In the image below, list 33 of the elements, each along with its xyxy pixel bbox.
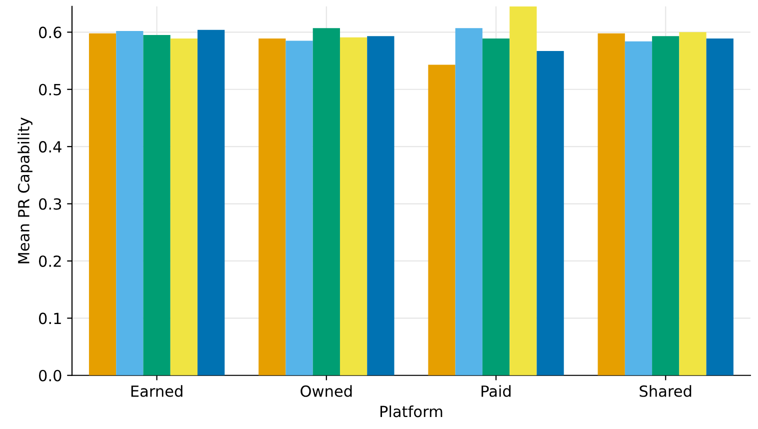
bar [312,28,340,376]
bar [482,38,510,376]
bar [598,33,625,376]
bar [510,6,537,376]
x-tick-label: Owned [300,385,352,397]
bar [143,35,170,376]
x-tick-label: Earned [131,385,182,397]
bar [340,37,368,376]
y-tick-label: 0.0 [39,370,62,382]
bar [679,32,706,376]
bar [170,38,198,376]
bar [88,33,116,376]
y-axis-title: Mean PR Capability [18,118,32,264]
x-axis-title: Platform [380,405,442,418]
bar [198,30,225,376]
bar [706,38,734,376]
y-tick-label: 0.2 [39,255,61,267]
bar [116,31,144,376]
y-tick-label: 0.4 [39,141,62,153]
bar [367,36,394,376]
bar [286,40,313,376]
y-tick-label: 0.5 [39,84,61,96]
bar [652,36,680,376]
y-tick-label: 0.6 [39,26,62,38]
bar [624,41,652,376]
bar [455,28,482,376]
y-tick-label: 0.3 [39,198,62,210]
bar [258,38,286,376]
bar [536,51,564,376]
y-tick-label: 0.1 [39,312,61,324]
x-tick-label: Paid [482,385,511,397]
x-tick-label: Shared [640,385,692,397]
bar [428,64,456,376]
